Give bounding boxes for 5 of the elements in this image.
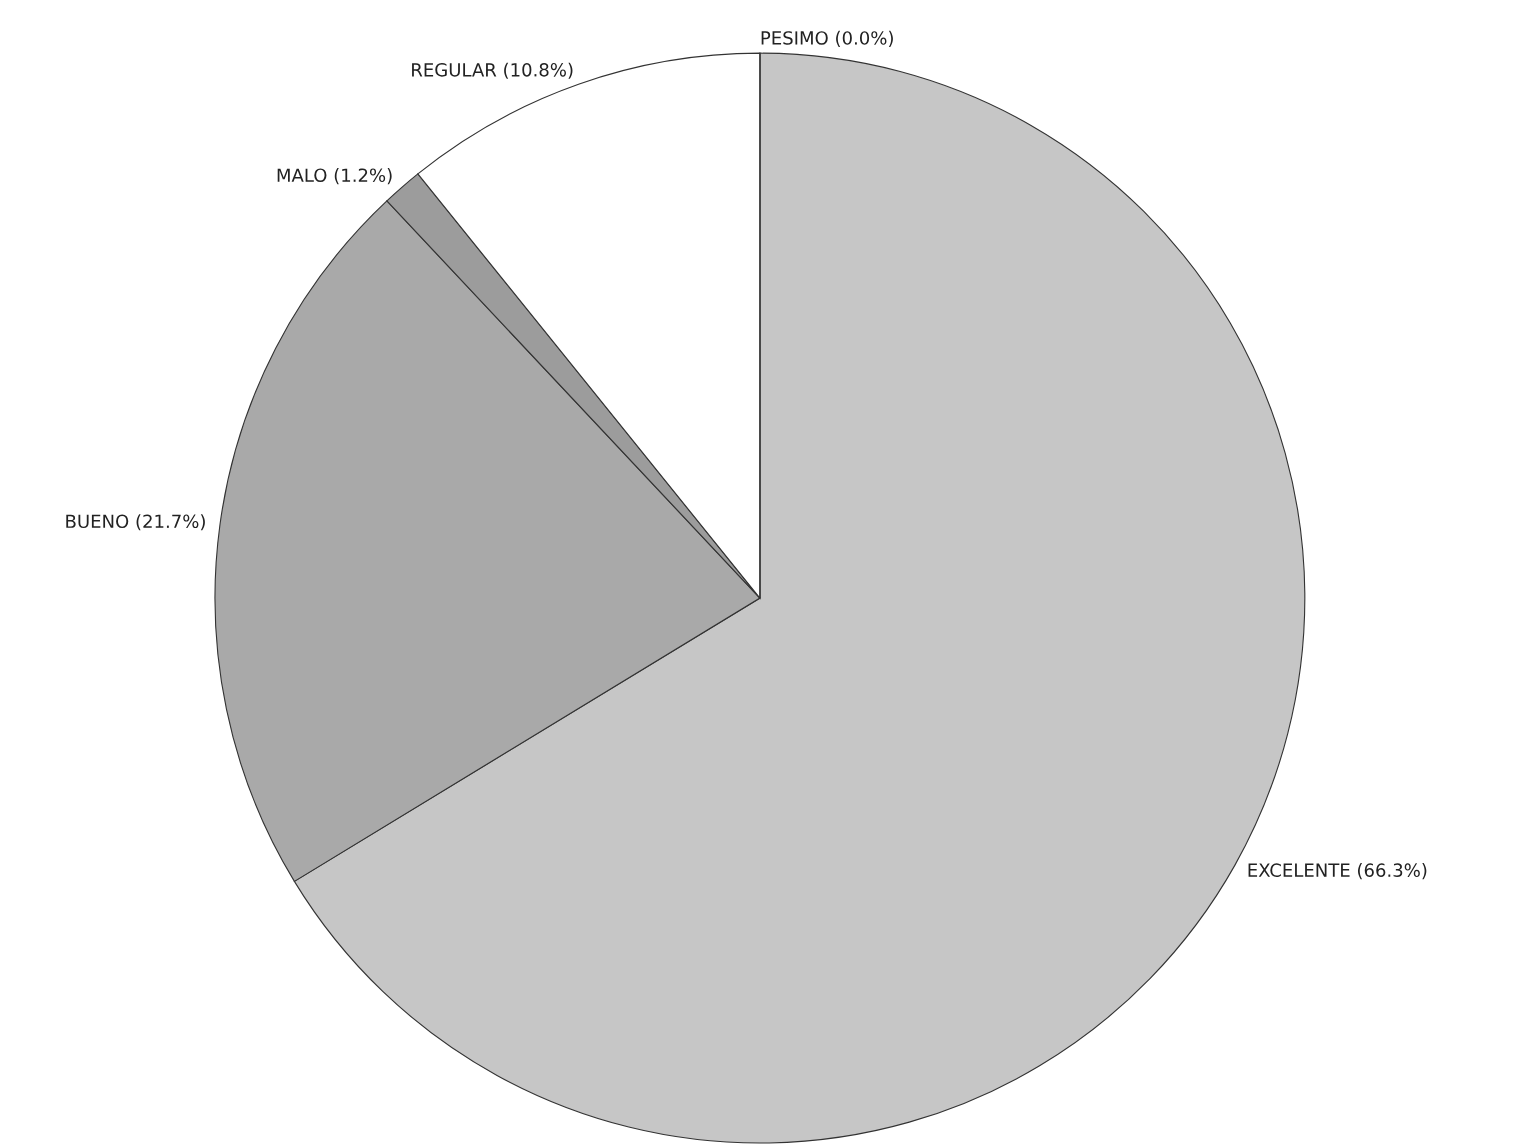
slice-label: REGULAR (10.8%): [412, 62, 573, 79]
slice-label: MALO (1.2%): [277, 168, 392, 185]
slice-label: BUENO (21.7%): [66, 514, 205, 531]
slice-label: EXCELENTE (66.3%): [1248, 863, 1427, 880]
category-label: PESIMO (0.0%): [761, 30, 893, 47]
